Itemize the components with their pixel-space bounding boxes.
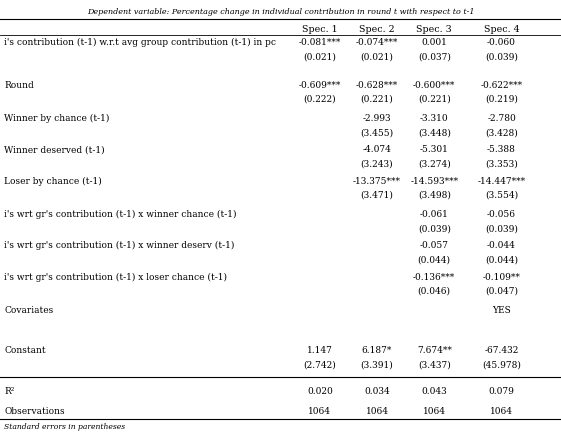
Text: 1064: 1064 (366, 407, 388, 416)
Text: -0.628***: -0.628*** (356, 81, 398, 90)
Text: (3.437): (3.437) (418, 360, 450, 369)
Text: (0.219): (0.219) (485, 95, 518, 104)
Text: Constant: Constant (4, 346, 46, 355)
Text: -2.993: -2.993 (362, 114, 392, 123)
Text: i's wrt gr's contribution (t-1) x loser chance (t-1): i's wrt gr's contribution (t-1) x loser … (4, 273, 228, 281)
Text: 0.001: 0.001 (421, 38, 447, 47)
Text: -0.081***: -0.081*** (298, 38, 341, 47)
Text: -0.622***: -0.622*** (480, 81, 523, 90)
Text: i's wrt gr's contribution (t-1) x winner chance (t-1): i's wrt gr's contribution (t-1) x winner… (4, 210, 237, 219)
Text: 7.674**: 7.674** (417, 346, 452, 355)
Text: (0.037): (0.037) (418, 53, 450, 62)
Text: (0.046): (0.046) (418, 287, 450, 296)
Text: (0.021): (0.021) (361, 53, 393, 62)
Text: 0.034: 0.034 (364, 387, 390, 396)
Text: Winner by chance (t-1): Winner by chance (t-1) (4, 114, 110, 123)
Text: -0.609***: -0.609*** (298, 81, 341, 90)
Text: Observations: Observations (4, 407, 65, 416)
Text: (0.222): (0.222) (304, 95, 336, 104)
Text: -2.780: -2.780 (487, 114, 516, 123)
Text: (3.471): (3.471) (361, 191, 393, 200)
Text: Round: Round (4, 81, 34, 90)
Text: -0.060: -0.060 (487, 38, 516, 47)
Text: YES: YES (492, 306, 511, 315)
Text: R²: R² (4, 387, 15, 396)
Text: -5.301: -5.301 (420, 145, 449, 154)
Text: -0.109**: -0.109** (482, 273, 521, 281)
Text: (3.498): (3.498) (418, 191, 450, 200)
Text: (3.391): (3.391) (361, 360, 393, 369)
Text: 1064: 1064 (490, 407, 513, 416)
Text: -13.375***: -13.375*** (353, 177, 401, 186)
Text: (0.039): (0.039) (485, 224, 518, 233)
Text: (2.742): (2.742) (304, 360, 336, 369)
Text: 6.187*: 6.187* (362, 346, 392, 355)
Text: -0.061: -0.061 (420, 210, 449, 219)
Text: (0.044): (0.044) (418, 256, 450, 264)
Text: 1064: 1064 (309, 407, 331, 416)
Text: (3.554): (3.554) (485, 191, 518, 200)
Text: (45.978): (45.978) (482, 360, 521, 369)
Text: (3.274): (3.274) (418, 160, 450, 169)
Text: i's contribution (t-1) w.r.t avg group contribution (t-1) in pc: i's contribution (t-1) w.r.t avg group c… (4, 38, 277, 47)
Text: Loser by chance (t-1): Loser by chance (t-1) (4, 177, 102, 186)
Text: (3.455): (3.455) (360, 128, 394, 137)
Text: -0.136***: -0.136*** (413, 273, 456, 281)
Text: -4.074: -4.074 (362, 145, 392, 154)
Text: -14.593***: -14.593*** (410, 177, 458, 186)
Text: -0.056: -0.056 (487, 210, 516, 219)
Text: (0.221): (0.221) (361, 95, 393, 104)
Text: Spec. 3: Spec. 3 (416, 25, 452, 34)
Text: -67.432: -67.432 (484, 346, 519, 355)
Text: 0.020: 0.020 (307, 387, 333, 396)
Text: 0.079: 0.079 (489, 387, 514, 396)
Text: (0.044): (0.044) (485, 256, 518, 264)
Text: -0.600***: -0.600*** (413, 81, 456, 90)
Text: Spec. 2: Spec. 2 (359, 25, 395, 34)
Text: i's wrt gr's contribution (t-1) x winner deserv (t-1): i's wrt gr's contribution (t-1) x winner… (4, 241, 235, 250)
Text: Dependent variable: Percentage change in individual contribution in round t with: Dependent variable: Percentage change in… (87, 8, 474, 16)
Text: -0.074***: -0.074*** (356, 38, 398, 47)
Text: (0.047): (0.047) (485, 287, 518, 296)
Text: (0.221): (0.221) (418, 95, 450, 104)
Text: -3.310: -3.310 (420, 114, 449, 123)
Text: (3.448): (3.448) (418, 128, 450, 137)
Text: 0.043: 0.043 (421, 387, 447, 396)
Text: 1.147: 1.147 (307, 346, 333, 355)
Text: Covariates: Covariates (4, 306, 54, 315)
Text: (0.039): (0.039) (485, 53, 518, 62)
Text: -14.447***: -14.447*** (477, 177, 526, 186)
Text: (0.021): (0.021) (304, 53, 336, 62)
Text: Standard errors in parentheses: Standard errors in parentheses (4, 423, 126, 431)
Text: (3.243): (3.243) (361, 160, 393, 169)
Text: Winner deserved (t-1): Winner deserved (t-1) (4, 145, 105, 154)
Text: -0.044: -0.044 (487, 241, 516, 250)
Text: (0.039): (0.039) (418, 224, 450, 233)
Text: -5.388: -5.388 (487, 145, 516, 154)
Text: (3.428): (3.428) (485, 128, 518, 137)
Text: (3.353): (3.353) (485, 160, 518, 169)
Text: 1064: 1064 (423, 407, 445, 416)
Text: Spec. 1: Spec. 1 (302, 25, 338, 34)
Text: -0.057: -0.057 (420, 241, 449, 250)
Text: Spec. 4: Spec. 4 (484, 25, 519, 34)
